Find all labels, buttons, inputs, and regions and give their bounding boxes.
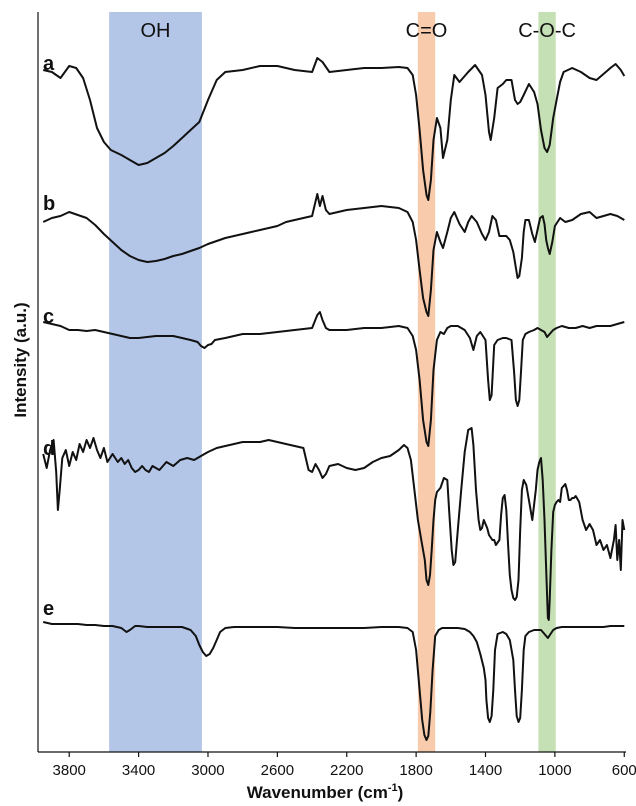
plot-frame [37, 12, 626, 753]
x-tick-label-1000: 1000 [538, 762, 571, 779]
series-a-line [42, 57, 626, 201]
x-tick-label-3400: 3400 [122, 762, 155, 779]
band-label-0: OH [141, 20, 171, 42]
spectra-traces [42, 57, 626, 741]
series-b-label: b [43, 193, 55, 215]
x-axis-title-sup: -1 [388, 782, 398, 794]
x-axis-title-main: Wavenumber (cm [247, 783, 388, 802]
x-tick-label-3000: 3000 [191, 762, 224, 779]
x-axis-title: Wavenumber (cm-1) [247, 782, 404, 802]
x-tick-label-1800: 1800 [399, 762, 432, 779]
x-tick-label-1400: 1400 [469, 762, 502, 779]
series-d-line [42, 427, 626, 621]
band-label-1: C=O [406, 20, 448, 42]
trace-labels: a b c d e [43, 53, 55, 620]
series-a-label: a [43, 53, 55, 75]
series-c-label: c [43, 306, 54, 328]
x-tick-label-600: 600 [612, 762, 636, 779]
axis-titles: Wavenumber (cm-1) Intensity (a.u.) [11, 302, 403, 802]
series-c-line [42, 311, 625, 447]
x-tick-label-2600: 2600 [261, 762, 294, 779]
x-tick-label-3800: 3800 [53, 762, 86, 779]
x-tick-label-2200: 2200 [330, 762, 363, 779]
x-axis-title-end: ) [398, 783, 404, 802]
series-e-label: e [43, 598, 54, 620]
band-labels: OH C=O C-O-C [141, 20, 576, 42]
band-label-2: C-O-C [518, 20, 576, 42]
series-b-line [42, 193, 625, 317]
y-axis-title: Intensity (a.u.) [11, 302, 30, 417]
band-oh [109, 12, 202, 752]
series-d-label: d [43, 438, 55, 460]
x-axis-ticks: 3800 3400 3000 2600 2200 1800 1400 1000 600 [53, 752, 636, 779]
series-e-line [42, 621, 625, 741]
